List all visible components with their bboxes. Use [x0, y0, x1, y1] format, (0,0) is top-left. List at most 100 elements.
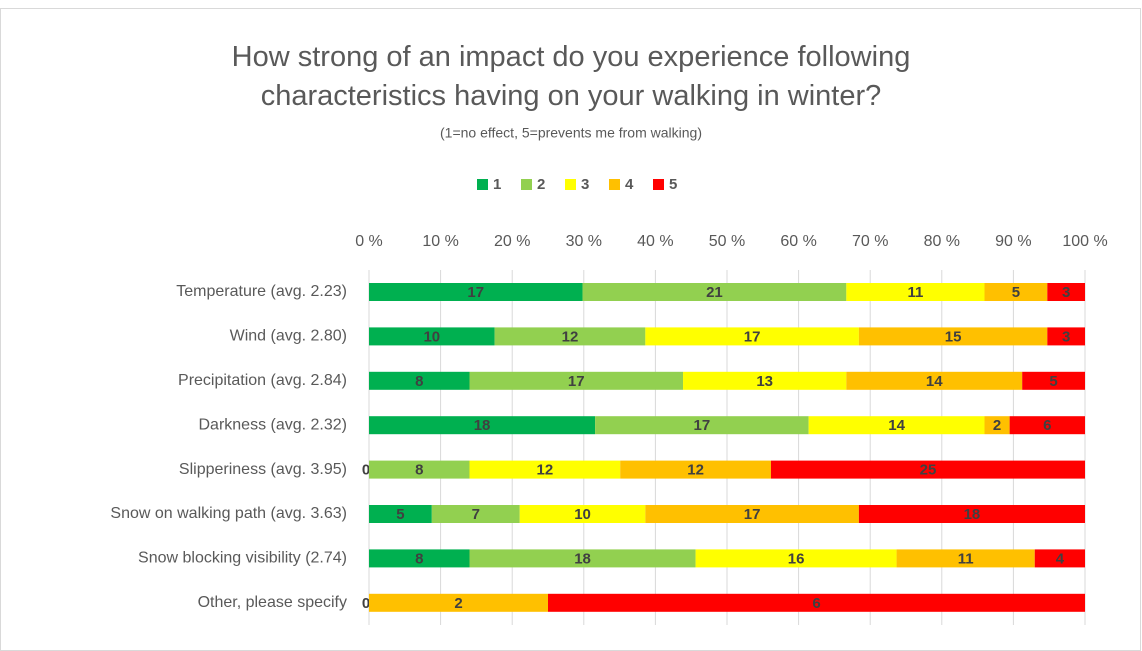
bar-segment [582, 283, 847, 301]
bar-segment [858, 327, 1048, 346]
data-label: 18 [574, 550, 591, 567]
data-label: 17 [694, 417, 711, 434]
legend-label: 5 [669, 176, 677, 193]
bar-segment [1009, 416, 1085, 435]
y-tick-label: Snow on walking path (avg. 3.63) [110, 505, 347, 522]
bar-segment [1034, 549, 1085, 568]
data-label: 6 [1043, 417, 1051, 434]
x-tick-label: 50 % [709, 233, 745, 250]
data-label: 8 [415, 462, 423, 479]
bar-segment [369, 460, 470, 479]
data-label: 16 [788, 550, 805, 567]
bar-segment [1047, 283, 1085, 301]
bar-segment [369, 593, 548, 612]
data-label: 15 [945, 328, 962, 345]
bar-segment [984, 283, 1048, 301]
bar-segment [808, 416, 985, 435]
data-label: 17 [467, 284, 484, 301]
y-tick-label: Temperature (avg. 2.23) [176, 283, 347, 300]
data-label: 13 [756, 373, 773, 390]
y-tick-label: Darkness (avg. 2.32) [198, 416, 347, 433]
y-tick-label: Other, please specify [198, 594, 347, 611]
x-tick-label: 70 % [852, 233, 888, 250]
data-label: 18 [474, 417, 491, 434]
data-label: 4 [1056, 550, 1065, 567]
data-label: 6 [812, 595, 820, 612]
data-label: 10 [423, 328, 440, 345]
data-label: 21 [706, 284, 723, 301]
bar-segment [369, 416, 596, 435]
chart-title: How strong of an impact do you experienc… [231, 41, 911, 112]
x-tick-label: 10 % [422, 233, 458, 250]
x-tick-label: 60 % [780, 233, 816, 250]
data-label: 17 [568, 373, 585, 390]
bar-segment [369, 283, 583, 301]
bar-segment [469, 460, 621, 479]
y-tick-label: Slipperiness (avg. 3.95) [179, 461, 347, 478]
bar-segment [695, 549, 897, 568]
data-label: 17 [744, 506, 761, 523]
bar-segment [846, 283, 985, 301]
data-label: 11 [907, 284, 923, 301]
data-label: 25 [920, 462, 937, 479]
bar-segment [683, 371, 847, 390]
bar-segment [896, 549, 1035, 568]
x-tick-label: 90 % [995, 233, 1031, 250]
bar-segment [645, 327, 859, 346]
bar-segment [519, 505, 646, 523]
bar-segment [469, 371, 684, 390]
y-tick-label: Wind (avg. 2.80) [230, 328, 347, 345]
data-label: 3 [1062, 328, 1070, 345]
data-label: 2 [454, 595, 462, 612]
data-label: 17 [744, 328, 761, 345]
legend-label: 2 [537, 176, 545, 193]
bar-segment [369, 371, 470, 390]
bar-segment [1022, 371, 1085, 390]
data-label: 0 [362, 462, 370, 479]
bar-segment [369, 505, 432, 523]
chart-subtitle: (1=no effect, 5=prevents me from walking… [440, 125, 702, 141]
data-label: 12 [562, 328, 579, 345]
bar-segment [1047, 327, 1085, 346]
data-label: 18 [964, 506, 981, 523]
bar-segment [858, 505, 1085, 523]
data-label: 14 [888, 417, 905, 434]
data-label: 2 [993, 417, 1001, 434]
x-tick-label: 80 % [924, 233, 960, 250]
legend-swatch [521, 179, 532, 190]
bar-segment [645, 505, 859, 523]
data-label: 7 [472, 506, 480, 523]
bar-segment [369, 549, 470, 568]
legend-label: 1 [493, 176, 501, 193]
data-label: 14 [926, 373, 943, 390]
y-tick-label: Precipitation (avg. 2.84) [178, 372, 347, 389]
x-tick-label: 30 % [566, 233, 602, 250]
legend-label: 4 [625, 176, 634, 193]
bar-segment [984, 416, 1010, 435]
data-label: 0 [362, 595, 370, 612]
data-label: 12 [537, 462, 554, 479]
data-label: 5 [1012, 284, 1020, 301]
data-label: 5 [396, 506, 404, 523]
legend-label: 3 [581, 176, 589, 193]
x-tick-label: 100 % [1062, 233, 1107, 250]
legend-swatch [609, 179, 620, 190]
data-label: 5 [1049, 373, 1057, 390]
x-tick-label: 0 % [355, 233, 383, 250]
bar-segment [548, 593, 1085, 612]
bar-segment [846, 371, 1023, 390]
bar-segment [431, 505, 520, 523]
bar-segment [469, 549, 696, 568]
data-label: 3 [1062, 284, 1070, 301]
bar-segment [369, 327, 495, 346]
legend-swatch [565, 179, 576, 190]
bar-segment [494, 327, 646, 346]
data-label: 8 [415, 550, 423, 567]
bar-segment [620, 460, 771, 479]
data-label: 10 [574, 506, 591, 523]
legend-swatch [653, 179, 664, 190]
x-tick-label: 40 % [637, 233, 673, 250]
bar-segment [770, 460, 1085, 479]
